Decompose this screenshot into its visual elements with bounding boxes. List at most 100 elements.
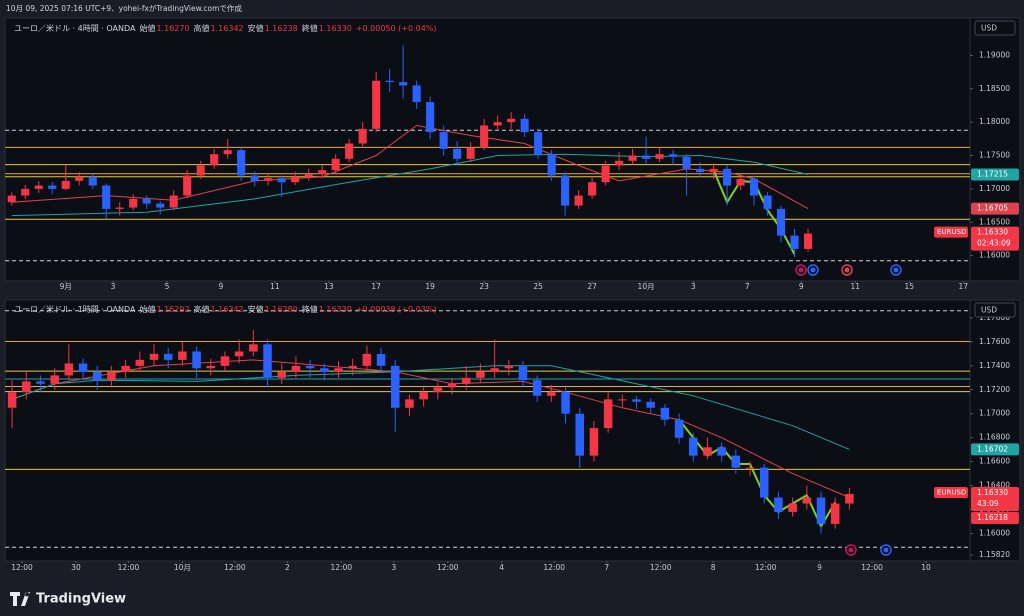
candle-body [433, 387, 443, 393]
ohlc-label: 安値 [248, 23, 264, 33]
x-tick-label: 12:00 [861, 563, 883, 572]
ohlc-value: 1.16330 [319, 305, 352, 314]
candle-body [480, 125, 489, 148]
candle-body [547, 154, 556, 176]
candle-body [589, 428, 599, 456]
candle-body [655, 154, 664, 159]
candle-body [561, 392, 570, 414]
x-tick-label: 13 [324, 282, 334, 291]
event-icon-dot [883, 547, 889, 553]
y-tick-label: 1.17400 [979, 361, 1010, 370]
candle-body [263, 344, 272, 378]
candle-body [50, 375, 59, 384]
candle-body [320, 368, 329, 372]
candle-body [223, 150, 232, 155]
price-tag-text: 1.16702 [977, 444, 1008, 453]
candle-body [115, 207, 124, 209]
x-tick-label: 7 [745, 282, 750, 291]
x-tick-label: 3 [111, 282, 116, 291]
legend-text: ユーロ／米ドル · 4時間 · OANDA 始値1.16270 高値1.16342 安… [14, 23, 437, 33]
x-tick-label: 12:00 [11, 563, 33, 572]
candle-body [709, 168, 718, 173]
y-tick-label: 1.17500 [979, 151, 1010, 160]
x-tick-label: 9 [799, 282, 804, 291]
candle-body [34, 185, 43, 189]
y-tick-label: 1.16500 [979, 217, 1010, 226]
candle-body [305, 365, 315, 369]
candle-body [291, 176, 300, 183]
candle-body [237, 150, 246, 176]
candle-body [249, 344, 258, 352]
candle-body [250, 175, 259, 181]
candle-body [696, 168, 705, 173]
candle-body [547, 392, 556, 396]
candle-body [493, 122, 502, 126]
x-tick-label: 3 [391, 563, 396, 572]
candle-body [490, 368, 499, 372]
candle-body [419, 392, 428, 400]
price-tag-text: 1.16218 [977, 513, 1008, 522]
candle-body [163, 353, 173, 360]
candle-body [745, 467, 755, 469]
candle-body [92, 371, 102, 381]
candle-body [149, 353, 159, 360]
candle-body [628, 155, 637, 161]
ohlc-label: 始値 [139, 23, 155, 33]
candle-body [7, 392, 17, 408]
x-tick-label: 12:00 [118, 563, 140, 572]
price-tag [971, 511, 1019, 524]
symbol-title: ユーロ／米ドル · 4時間 · OANDA [14, 23, 136, 33]
candle-body [453, 148, 462, 159]
candle-body [405, 399, 414, 408]
x-tick-label: 7 [604, 563, 609, 572]
candle-body [192, 351, 201, 369]
candle-body [61, 180, 70, 189]
indicator-line [11, 365, 850, 450]
x-tick-label: 12:00 [543, 563, 565, 572]
candle-body [466, 147, 475, 159]
brand: TradingView [36, 592, 126, 607]
candle-body [331, 158, 340, 171]
symbol-tag [934, 486, 968, 498]
candle-body [48, 185, 57, 189]
y-tick-label: 1.18000 [979, 117, 1010, 126]
price-tag [971, 443, 1019, 456]
y-tick-label: 1.17000 [979, 409, 1010, 418]
x-tick-label: 3 [691, 282, 696, 291]
x-tick-label: 30 [71, 563, 81, 572]
x-tick-label: 5 [165, 282, 170, 291]
candle-body [518, 365, 528, 381]
candle-body [178, 351, 187, 360]
ohlc-value: 1.16342 [211, 305, 244, 314]
x-tick-label: 9 [817, 563, 822, 572]
candle-body [674, 419, 684, 438]
candle-body [358, 128, 367, 144]
candle-body [476, 371, 485, 378]
ohlc-value: 1.16330 [319, 24, 352, 33]
x-tick-label: 17 [958, 282, 968, 291]
candle-body [345, 143, 354, 159]
candle-body [7, 195, 16, 203]
candle-body [689, 437, 698, 456]
y-tick-label: 1.18500 [979, 84, 1010, 93]
candle-body [750, 178, 759, 196]
candle-body [461, 377, 471, 384]
event-icon-dot [893, 267, 899, 273]
currency-box [974, 20, 1016, 36]
symbol-tag [934, 226, 968, 238]
ohlc-value: 1.16270 [156, 24, 189, 33]
candle-body [615, 160, 624, 166]
event-icon-dot [848, 547, 854, 553]
price-tag-text: 1.16330 [977, 228, 1008, 237]
symbol-tag-text: EURUSD [937, 228, 966, 236]
candle-body [318, 170, 327, 175]
x-tick-label: 11 [270, 282, 280, 291]
x-tick-label: 12:00 [650, 563, 672, 572]
ohlc-label: 終値 [302, 304, 318, 314]
y-tick-label: 1.17200 [979, 385, 1010, 394]
candle-body [64, 363, 74, 376]
x-tick-label: 8 [711, 563, 716, 572]
price-tag [971, 486, 1019, 511]
candle-body [334, 368, 343, 372]
ohlc-label: 安値 [248, 304, 264, 314]
